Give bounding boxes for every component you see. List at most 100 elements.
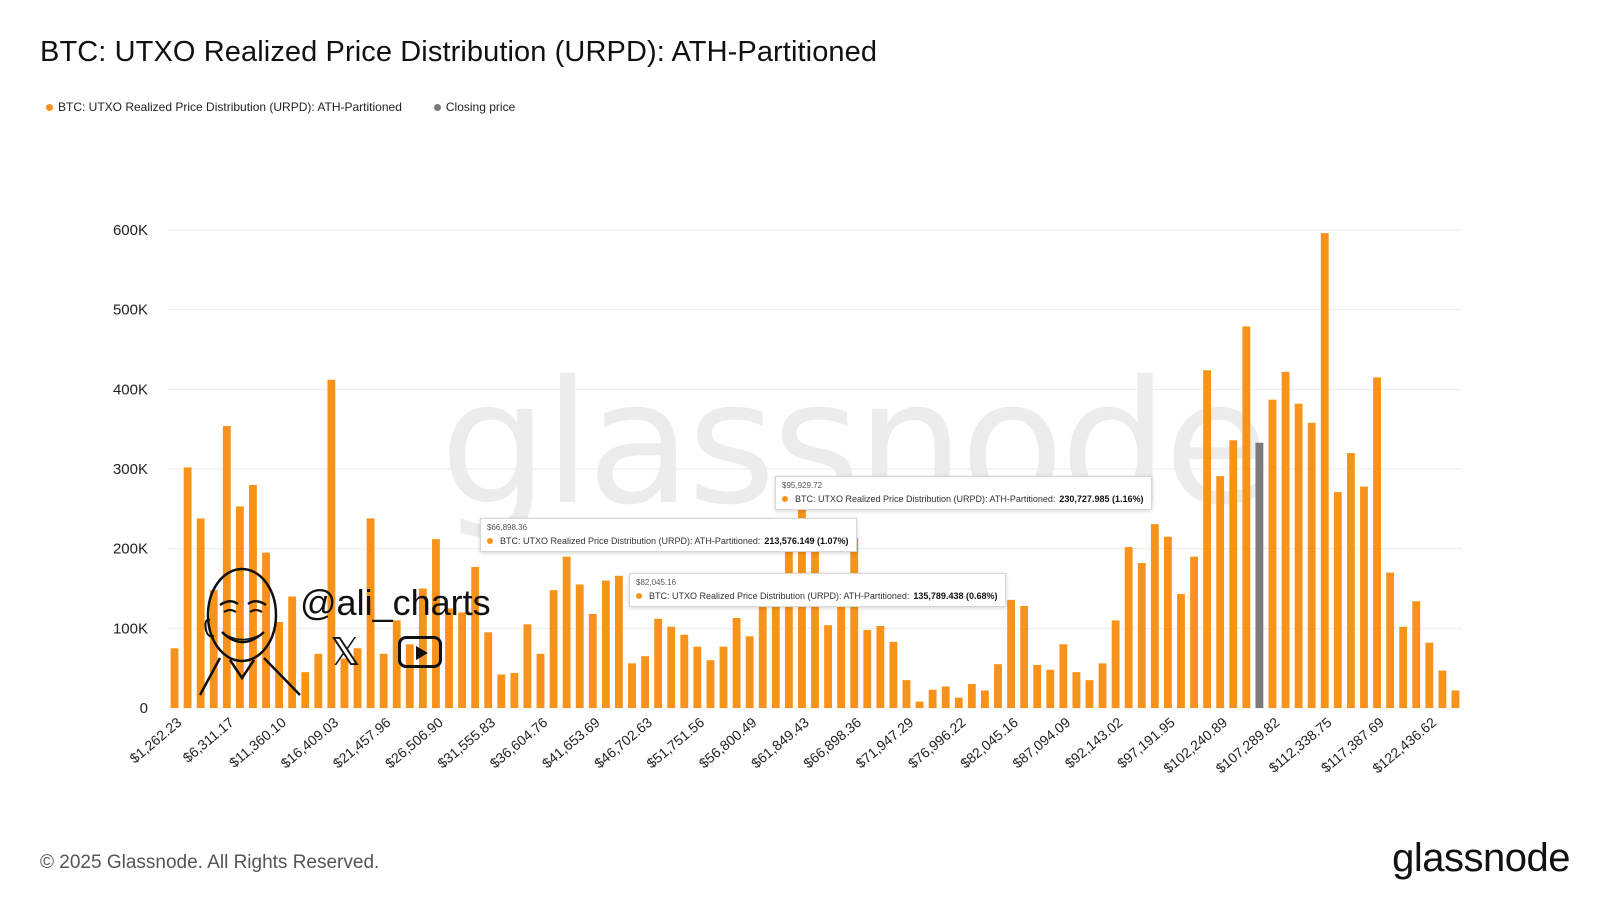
urpd-bar[interactable] [458, 612, 467, 708]
urpd-bar[interactable] [575, 584, 584, 708]
urpd-bar[interactable] [1072, 672, 1081, 708]
urpd-bar[interactable] [1399, 626, 1408, 708]
urpd-bar[interactable] [889, 641, 898, 708]
urpd-bar[interactable] [850, 537, 859, 708]
urpd-bar[interactable] [1059, 644, 1068, 708]
urpd-bar[interactable] [562, 556, 571, 708]
urpd-bar[interactable] [1098, 663, 1107, 708]
urpd-bar[interactable] [1412, 601, 1421, 708]
urpd-bar[interactable] [876, 625, 885, 708]
urpd-bar[interactable] [1137, 563, 1146, 708]
urpd-bar[interactable] [615, 575, 623, 708]
urpd-bar[interactable] [1268, 399, 1277, 708]
urpd-bar[interactable] [954, 697, 963, 708]
urpd-bar[interactable] [471, 566, 480, 708]
urpd-bar[interactable] [1046, 669, 1055, 708]
urpd-bar[interactable] [1373, 377, 1381, 708]
urpd-bar[interactable] [1242, 326, 1251, 708]
urpd-bar[interactable] [863, 629, 872, 708]
urpd-bar[interactable] [235, 506, 244, 708]
urpd-bar[interactable] [405, 644, 414, 708]
urpd-bar[interactable] [1190, 556, 1198, 708]
urpd-bar[interactable] [784, 536, 793, 708]
urpd-bar[interactable] [654, 618, 663, 708]
urpd-bar[interactable] [209, 590, 218, 708]
urpd-bar[interactable] [1020, 606, 1029, 708]
urpd-bar[interactable] [680, 634, 689, 708]
urpd-bar[interactable] [758, 584, 767, 708]
urpd-bar[interactable] [196, 518, 205, 708]
urpd-bar[interactable] [249, 484, 257, 708]
urpd-bar[interactable] [1360, 486, 1368, 708]
urpd-bar[interactable] [1229, 440, 1238, 708]
urpd-bar[interactable] [719, 646, 728, 708]
urpd-bar[interactable] [1438, 670, 1447, 708]
urpd-bar[interactable] [941, 686, 950, 708]
urpd-bar[interactable] [301, 672, 310, 708]
urpd-bar[interactable] [811, 524, 819, 708]
urpd-bar[interactable] [1150, 524, 1159, 708]
urpd-bar[interactable] [1281, 371, 1290, 708]
urpd-bar[interactable] [641, 656, 650, 708]
urpd-bar[interactable] [497, 674, 506, 708]
urpd-bar[interactable] [902, 680, 911, 708]
urpd-bar[interactable] [1294, 403, 1303, 708]
urpd-bar[interactable] [379, 653, 388, 708]
urpd-bar[interactable] [706, 660, 715, 708]
urpd-bar[interactable] [1307, 422, 1316, 708]
urpd-bar[interactable] [536, 653, 545, 708]
urpd-bar[interactable] [994, 664, 1002, 708]
urpd-bar[interactable] [288, 596, 297, 708]
urpd-bar[interactable] [1007, 599, 1015, 708]
urpd-bar[interactable] [523, 624, 532, 708]
urpd-bar[interactable] [915, 701, 924, 708]
urpd-bar[interactable] [628, 663, 636, 708]
urpd-bar[interactable] [484, 632, 493, 708]
urpd-bar[interactable] [1085, 680, 1094, 708]
urpd-bar[interactable] [1451, 690, 1460, 708]
urpd-bar[interactable] [1203, 370, 1212, 708]
urpd-bar[interactable] [340, 658, 349, 708]
legend-item-urpd[interactable]: BTC: UTXO Realized Price Distribution (U… [46, 100, 402, 114]
urpd-bar[interactable] [745, 636, 754, 708]
urpd-bar[interactable] [667, 626, 676, 708]
urpd-bar[interactable] [1033, 664, 1042, 708]
urpd-bar[interactable] [1346, 453, 1355, 708]
urpd-bar[interactable] [366, 518, 375, 708]
urpd-bar[interactable] [418, 588, 427, 709]
urpd-bar[interactable] [1386, 572, 1395, 708]
urpd-bar[interactable] [732, 617, 741, 708]
urpd-bar[interactable] [353, 648, 362, 708]
urpd-bar[interactable] [771, 588, 780, 709]
urpd-bar[interactable] [432, 539, 440, 708]
urpd-bar[interactable] [693, 646, 702, 708]
urpd-bar[interactable] [1216, 476, 1225, 708]
legend-item-closing-price[interactable]: Closing price [433, 100, 515, 114]
closing-price-bar[interactable] [1255, 442, 1264, 708]
urpd-bar[interactable] [601, 580, 610, 708]
urpd-bar[interactable] [1124, 547, 1133, 708]
urpd-bar[interactable] [549, 590, 558, 708]
urpd-bar[interactable] [967, 684, 976, 708]
urpd-bar[interactable] [314, 653, 323, 708]
urpd-bar[interactable] [327, 379, 336, 708]
urpd-bar[interactable] [1320, 233, 1329, 709]
urpd-bar[interactable] [392, 620, 401, 708]
urpd-bar[interactable] [824, 625, 832, 708]
urpd-bar[interactable] [262, 552, 270, 708]
urpd-bar[interactable] [1111, 620, 1120, 708]
urpd-bar[interactable] [275, 621, 284, 708]
urpd-bar[interactable] [837, 584, 846, 708]
urpd-bar[interactable] [1333, 492, 1342, 708]
urpd-bar[interactable] [445, 608, 453, 708]
urpd-bar[interactable] [183, 467, 192, 708]
urpd-bar[interactable] [510, 672, 519, 708]
urpd-bar[interactable] [1177, 594, 1185, 708]
glassnode-logo[interactable]: glassnode [1392, 836, 1570, 880]
urpd-bar[interactable] [928, 689, 937, 708]
urpd-bar[interactable] [588, 613, 597, 708]
urpd-bar[interactable] [1163, 536, 1172, 708]
urpd-bar[interactable] [222, 425, 231, 708]
urpd-bar[interactable] [1425, 642, 1434, 708]
urpd-bar[interactable] [170, 648, 179, 708]
